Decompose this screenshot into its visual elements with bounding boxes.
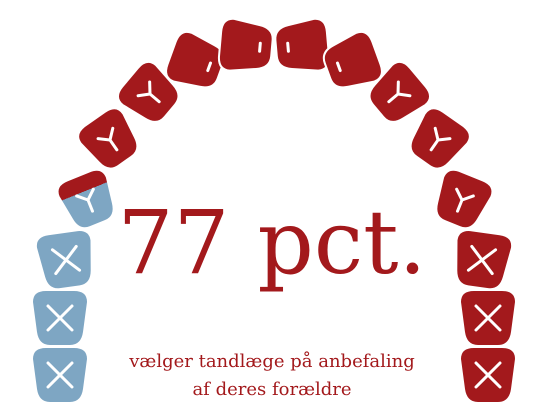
tooth-groove [474, 361, 502, 389]
tooth-groove [46, 304, 74, 332]
tooth [116, 60, 180, 123]
subtitle-line: vælger tandlæge på anbefaling [128, 350, 415, 372]
tooth-groove [258, 41, 262, 53]
tooth-shape [116, 60, 180, 123]
tooth-groove [75, 187, 95, 213]
tooth [217, 17, 274, 72]
tooth-groove [96, 126, 119, 152]
tooth-groove [136, 80, 161, 104]
tooth-groove [466, 244, 498, 276]
tooth-groove [335, 61, 342, 73]
tooth-groove [50, 244, 82, 276]
tooth [274, 17, 331, 72]
tooth [455, 229, 514, 291]
tooth-shape [322, 30, 383, 89]
tooth [409, 107, 471, 170]
tooth [56, 168, 115, 230]
tooth-shape [217, 17, 274, 72]
tooth-shape [368, 60, 432, 123]
tooth [458, 346, 518, 404]
tooth [30, 346, 90, 404]
tooth-groove [474, 304, 502, 332]
subtitle-line: af deres forældre [192, 379, 351, 400]
teeth-arch [30, 17, 518, 404]
tooth-shape [274, 17, 331, 72]
tooth [322, 30, 383, 89]
tooth-groove [455, 187, 475, 213]
tooth-groove [387, 80, 412, 104]
tooth-groove [429, 126, 452, 152]
tooth [34, 229, 93, 291]
tooth [458, 289, 518, 347]
tooth [435, 168, 494, 230]
tooth-groove [206, 61, 213, 73]
tooth-shape [165, 30, 226, 89]
tooth [368, 60, 432, 123]
headline-value: 77 pct. [118, 191, 427, 294]
tooth-groove [286, 41, 290, 53]
tooth [77, 107, 139, 170]
tooth-groove [46, 361, 74, 389]
tooth [165, 30, 226, 89]
tooth [30, 289, 90, 347]
